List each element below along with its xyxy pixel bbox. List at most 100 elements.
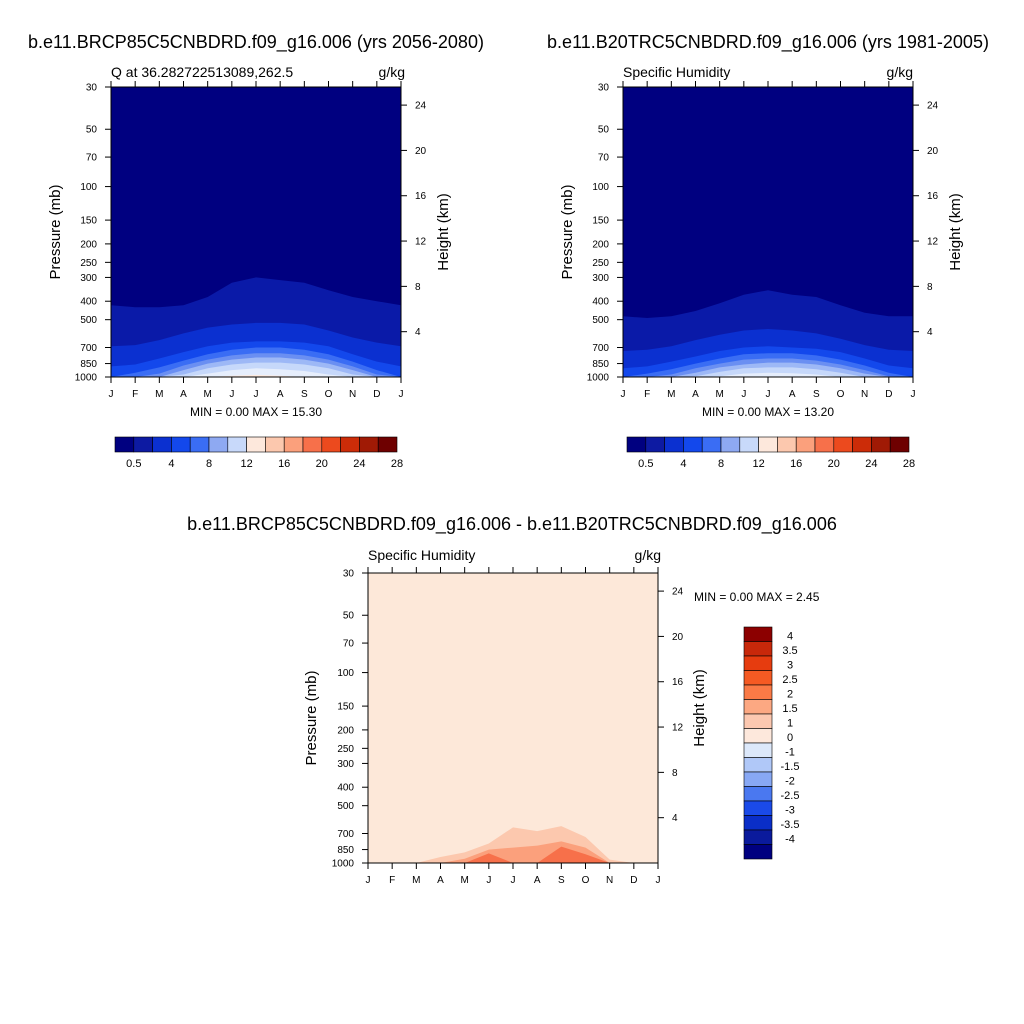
- x-tick-label: S: [301, 389, 308, 400]
- y-tick-label: 100: [337, 668, 354, 679]
- panel-left-label: Specific Humidity: [623, 64, 730, 80]
- y2-tick-label: 4: [672, 813, 678, 824]
- x-tick-label: J: [229, 389, 234, 400]
- colorbar-label: 12: [752, 458, 764, 470]
- y2-tick-label: 16: [927, 191, 939, 202]
- y-tick-label: 50: [86, 125, 98, 136]
- x-tick-label: M: [667, 389, 675, 400]
- x-tick-label: J: [621, 389, 626, 400]
- min-max-label: MIN = 0.00 MAX = 2.45: [694, 590, 820, 604]
- panel-title: b.e11.BRCP85C5CNBDRD.f09_g16.006 (yrs 20…: [28, 32, 484, 53]
- x-tick-label: N: [349, 389, 356, 400]
- y2-tick-label: 4: [415, 327, 421, 338]
- y-tick-label: 100: [80, 182, 97, 193]
- colorbar-swatch: [743, 771, 773, 787]
- plot-axes: J F M A M J J A S O N D J 30 50 70 100 150 200 250 300 400 500…: [332, 567, 684, 886]
- colorbar-swatch: [265, 436, 285, 453]
- y-tick-label: 1000: [75, 373, 98, 384]
- x-tick-label: M: [203, 389, 211, 400]
- colorbar-swatch: [377, 436, 398, 453]
- colorbar-swatch: [889, 436, 910, 453]
- contour-band-0: [368, 573, 658, 863]
- y-tick-label: 50: [598, 125, 610, 136]
- colorbar-label: 20: [828, 458, 840, 470]
- colorbar-swatch: [743, 626, 773, 642]
- colorbar-swatch: [743, 815, 773, 831]
- colorbar-swatch: [743, 670, 773, 686]
- colorbar-label: -1.5: [781, 761, 800, 773]
- colorbar-label: 2.5: [782, 674, 797, 686]
- y-tick-label: 400: [592, 297, 609, 308]
- y-tick-label: 500: [592, 315, 609, 326]
- colorbar-label: 4: [787, 631, 793, 643]
- y2-tick-label: 8: [415, 282, 421, 293]
- colorbar-swatch: [340, 436, 360, 453]
- x-tick-label: J: [766, 389, 771, 400]
- y-tick-label: 30: [86, 83, 98, 94]
- y2-tick-label: 20: [672, 632, 684, 643]
- contour-band-0: [623, 87, 913, 377]
- colorbar-swatch: [795, 436, 816, 453]
- colorbar-label: 2: [787, 689, 793, 701]
- y2-tick-label: 20: [927, 146, 939, 157]
- x-tick-label: J: [399, 389, 404, 400]
- colorbar-swatch: [743, 655, 773, 671]
- colorbar-swatch: [743, 829, 773, 845]
- y2-tick-label: 16: [672, 677, 684, 688]
- x-tick-label: N: [861, 389, 868, 400]
- y-tick-label: 400: [337, 783, 354, 794]
- colorbar-label: 12: [240, 458, 252, 470]
- panel-title: b.e11.BRCP85C5CNBDRD.f09_g16.006 - b.e11…: [187, 514, 837, 535]
- y2-tick-label: 12: [415, 237, 427, 248]
- colorbar-swatch: [246, 436, 266, 453]
- colorbar-label: 1.5: [782, 703, 797, 715]
- panel-difference: b.e11.BRCP85C5CNBDRD.f09_g16.006 - b.e11…: [187, 514, 837, 886]
- x-tick-label: J: [254, 389, 259, 400]
- y2-tick-label: 24: [927, 101, 939, 112]
- min-max-label: MIN = 0.00 MAX = 13.20: [702, 405, 834, 419]
- colorbar-swatch: [777, 436, 797, 453]
- contour-band-9: [111, 374, 401, 377]
- colorbar-swatch: [359, 436, 379, 453]
- panel-units: g/kg: [635, 547, 661, 563]
- y2-tick-label: 8: [672, 768, 678, 779]
- y-tick-label: 250: [80, 258, 97, 269]
- plot-axes: J F M A M J J A S O N D J 30 50 70 100 150 200 250 300 400 500…: [587, 81, 939, 400]
- colorbar-swatch: [743, 742, 773, 758]
- y-tick-label: 500: [80, 315, 97, 326]
- y2-tick-label: 8: [927, 282, 933, 293]
- panel-units: g/kg: [379, 64, 405, 80]
- x-tick-label: A: [789, 389, 796, 400]
- x-tick-label: F: [132, 389, 138, 400]
- colorbar-label: 8: [206, 458, 212, 470]
- colorbar-swatch: [133, 436, 153, 453]
- panel-left-label: Specific Humidity: [368, 547, 475, 563]
- x-tick-label: D: [630, 875, 637, 886]
- colorbar-label: 0: [787, 732, 793, 744]
- y-tick-label: 50: [343, 611, 355, 622]
- colorbar: 0.5 4 8 12 16 20 24 28: [626, 436, 915, 470]
- y2-tick-label: 12: [672, 723, 684, 734]
- x-tick-label: A: [437, 875, 444, 886]
- colorbar-label: -2.5: [781, 790, 800, 802]
- y2-tick-label: 4: [927, 327, 933, 338]
- colorbar-swatch: [833, 436, 853, 453]
- contour-band-3: [368, 846, 658, 863]
- colorbar-label: 16: [278, 458, 290, 470]
- contour-band-8: [111, 368, 401, 377]
- y2-axis-label: Height (km): [691, 669, 708, 747]
- y-tick-label: 70: [343, 639, 355, 650]
- colorbar-swatch: [743, 728, 773, 744]
- colorbar-swatch: [701, 436, 722, 453]
- x-tick-label: D: [885, 389, 892, 400]
- y-tick-label: 500: [337, 801, 354, 812]
- colorbar-swatch: [189, 436, 210, 453]
- colorbar-swatch: [743, 713, 773, 729]
- colorbar-swatch: [720, 436, 741, 453]
- x-tick-label: A: [180, 389, 187, 400]
- y-tick-label: 700: [337, 829, 354, 840]
- colorbar-swatch: [814, 436, 835, 453]
- y2-tick-label: 24: [672, 587, 684, 598]
- colorbar-swatch: [645, 436, 665, 453]
